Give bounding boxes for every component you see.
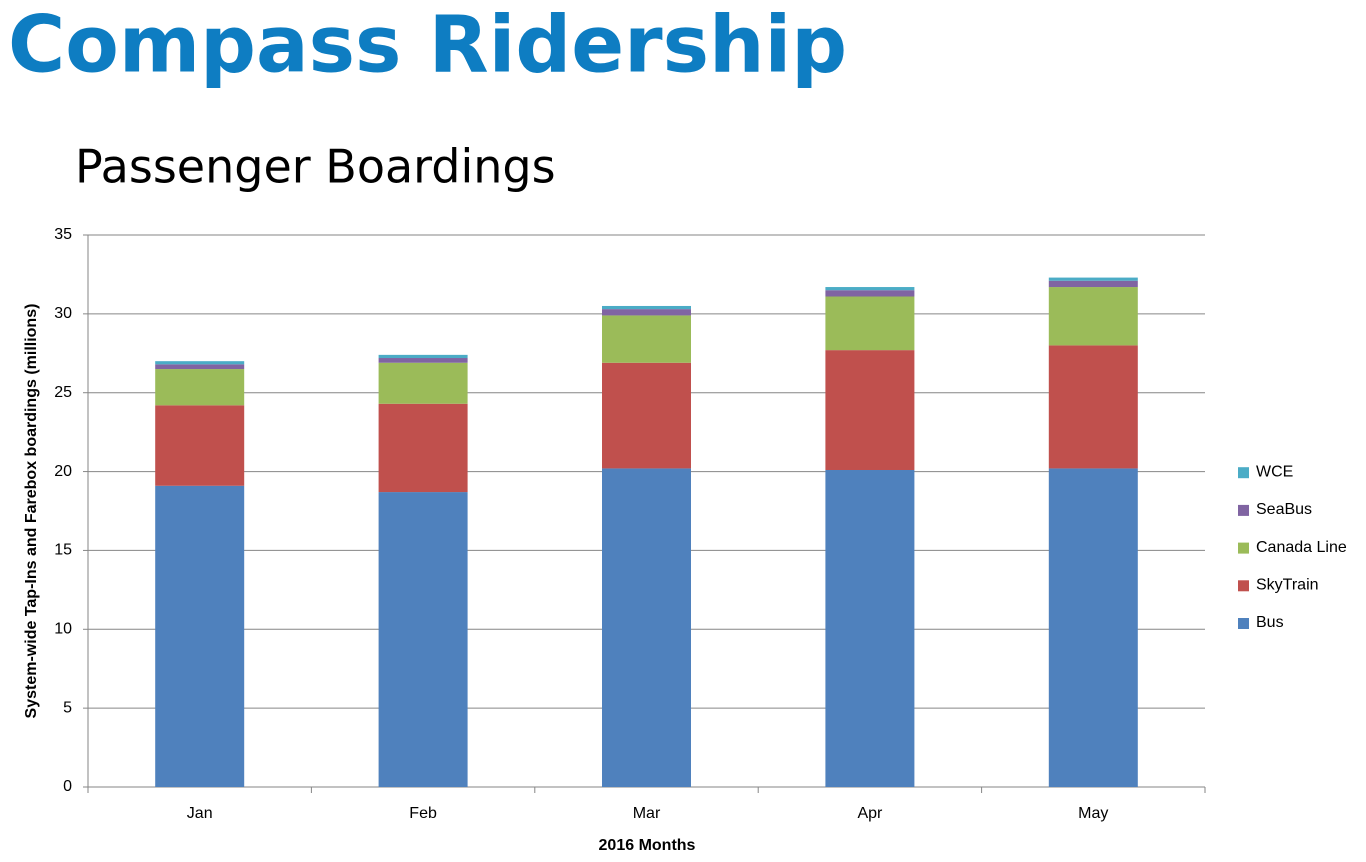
legend-label: Canada Line: [1256, 539, 1347, 556]
bar-segment: [1048, 345, 1138, 469]
chart-title: Passenger Boardings: [75, 140, 556, 194]
bar-segment: [825, 296, 915, 351]
legend-swatch: [1238, 467, 1249, 479]
y-tick-label: 20: [54, 463, 72, 480]
x-tick-label: Mar: [633, 805, 661, 822]
bar-segment: [602, 315, 691, 363]
y-tick-label: 15: [54, 542, 72, 559]
legend-label: Bus: [1256, 614, 1284, 631]
bar-segment: [825, 287, 915, 291]
y-tick-label: 10: [54, 621, 72, 638]
bar-segment: [378, 403, 468, 493]
y-tick-label: 5: [63, 699, 72, 716]
legend-label: SkyTrain: [1256, 577, 1319, 594]
x-tick-label: Feb: [409, 805, 437, 822]
bar-segment: [378, 358, 468, 363]
y-tick-label: 30: [54, 305, 72, 322]
legend-swatch: [1238, 618, 1249, 629]
bar-segment: [825, 290, 915, 297]
x-tick-label: Jan: [187, 805, 213, 822]
bar-segment: [602, 309, 691, 316]
bar-segment: [378, 492, 468, 787]
legend-label: SeaBus: [1256, 501, 1312, 518]
bar-segment: [1048, 280, 1138, 288]
legend-swatch: [1238, 580, 1249, 592]
legend-swatch: [1238, 542, 1249, 554]
bar-segment: [155, 405, 245, 486]
bar-segment: [155, 364, 245, 370]
y-tick-label: 0: [63, 778, 72, 795]
bar-segment: [155, 369, 245, 406]
bar-segment: [1048, 277, 1138, 281]
slide-title: Compass Ridership: [8, 0, 847, 90]
bar-segment: [1048, 468, 1138, 787]
x-axis-label: 2016 Months: [599, 837, 696, 854]
bar-segment: [602, 305, 691, 310]
bar-segment: [1048, 287, 1138, 346]
legend-swatch: [1238, 504, 1249, 516]
legend-label: WCE: [1256, 463, 1293, 480]
y-axis-label: System-wide Tap-Ins and Farebox boarding…: [23, 304, 40, 719]
bar-segment: [602, 362, 691, 469]
x-tick-label: Apr: [857, 805, 883, 822]
y-tick-label: 25: [54, 384, 72, 401]
bar-segment: [155, 485, 245, 787]
bar-segment: [602, 468, 691, 787]
bar-segment: [825, 469, 915, 787]
x-tick-label: May: [1078, 805, 1108, 822]
y-tick-label: 35: [54, 226, 72, 243]
bar-segment: [825, 350, 915, 470]
bar-segment: [155, 361, 245, 365]
bar-segment: [378, 354, 468, 359]
bar-segment: [378, 362, 468, 404]
